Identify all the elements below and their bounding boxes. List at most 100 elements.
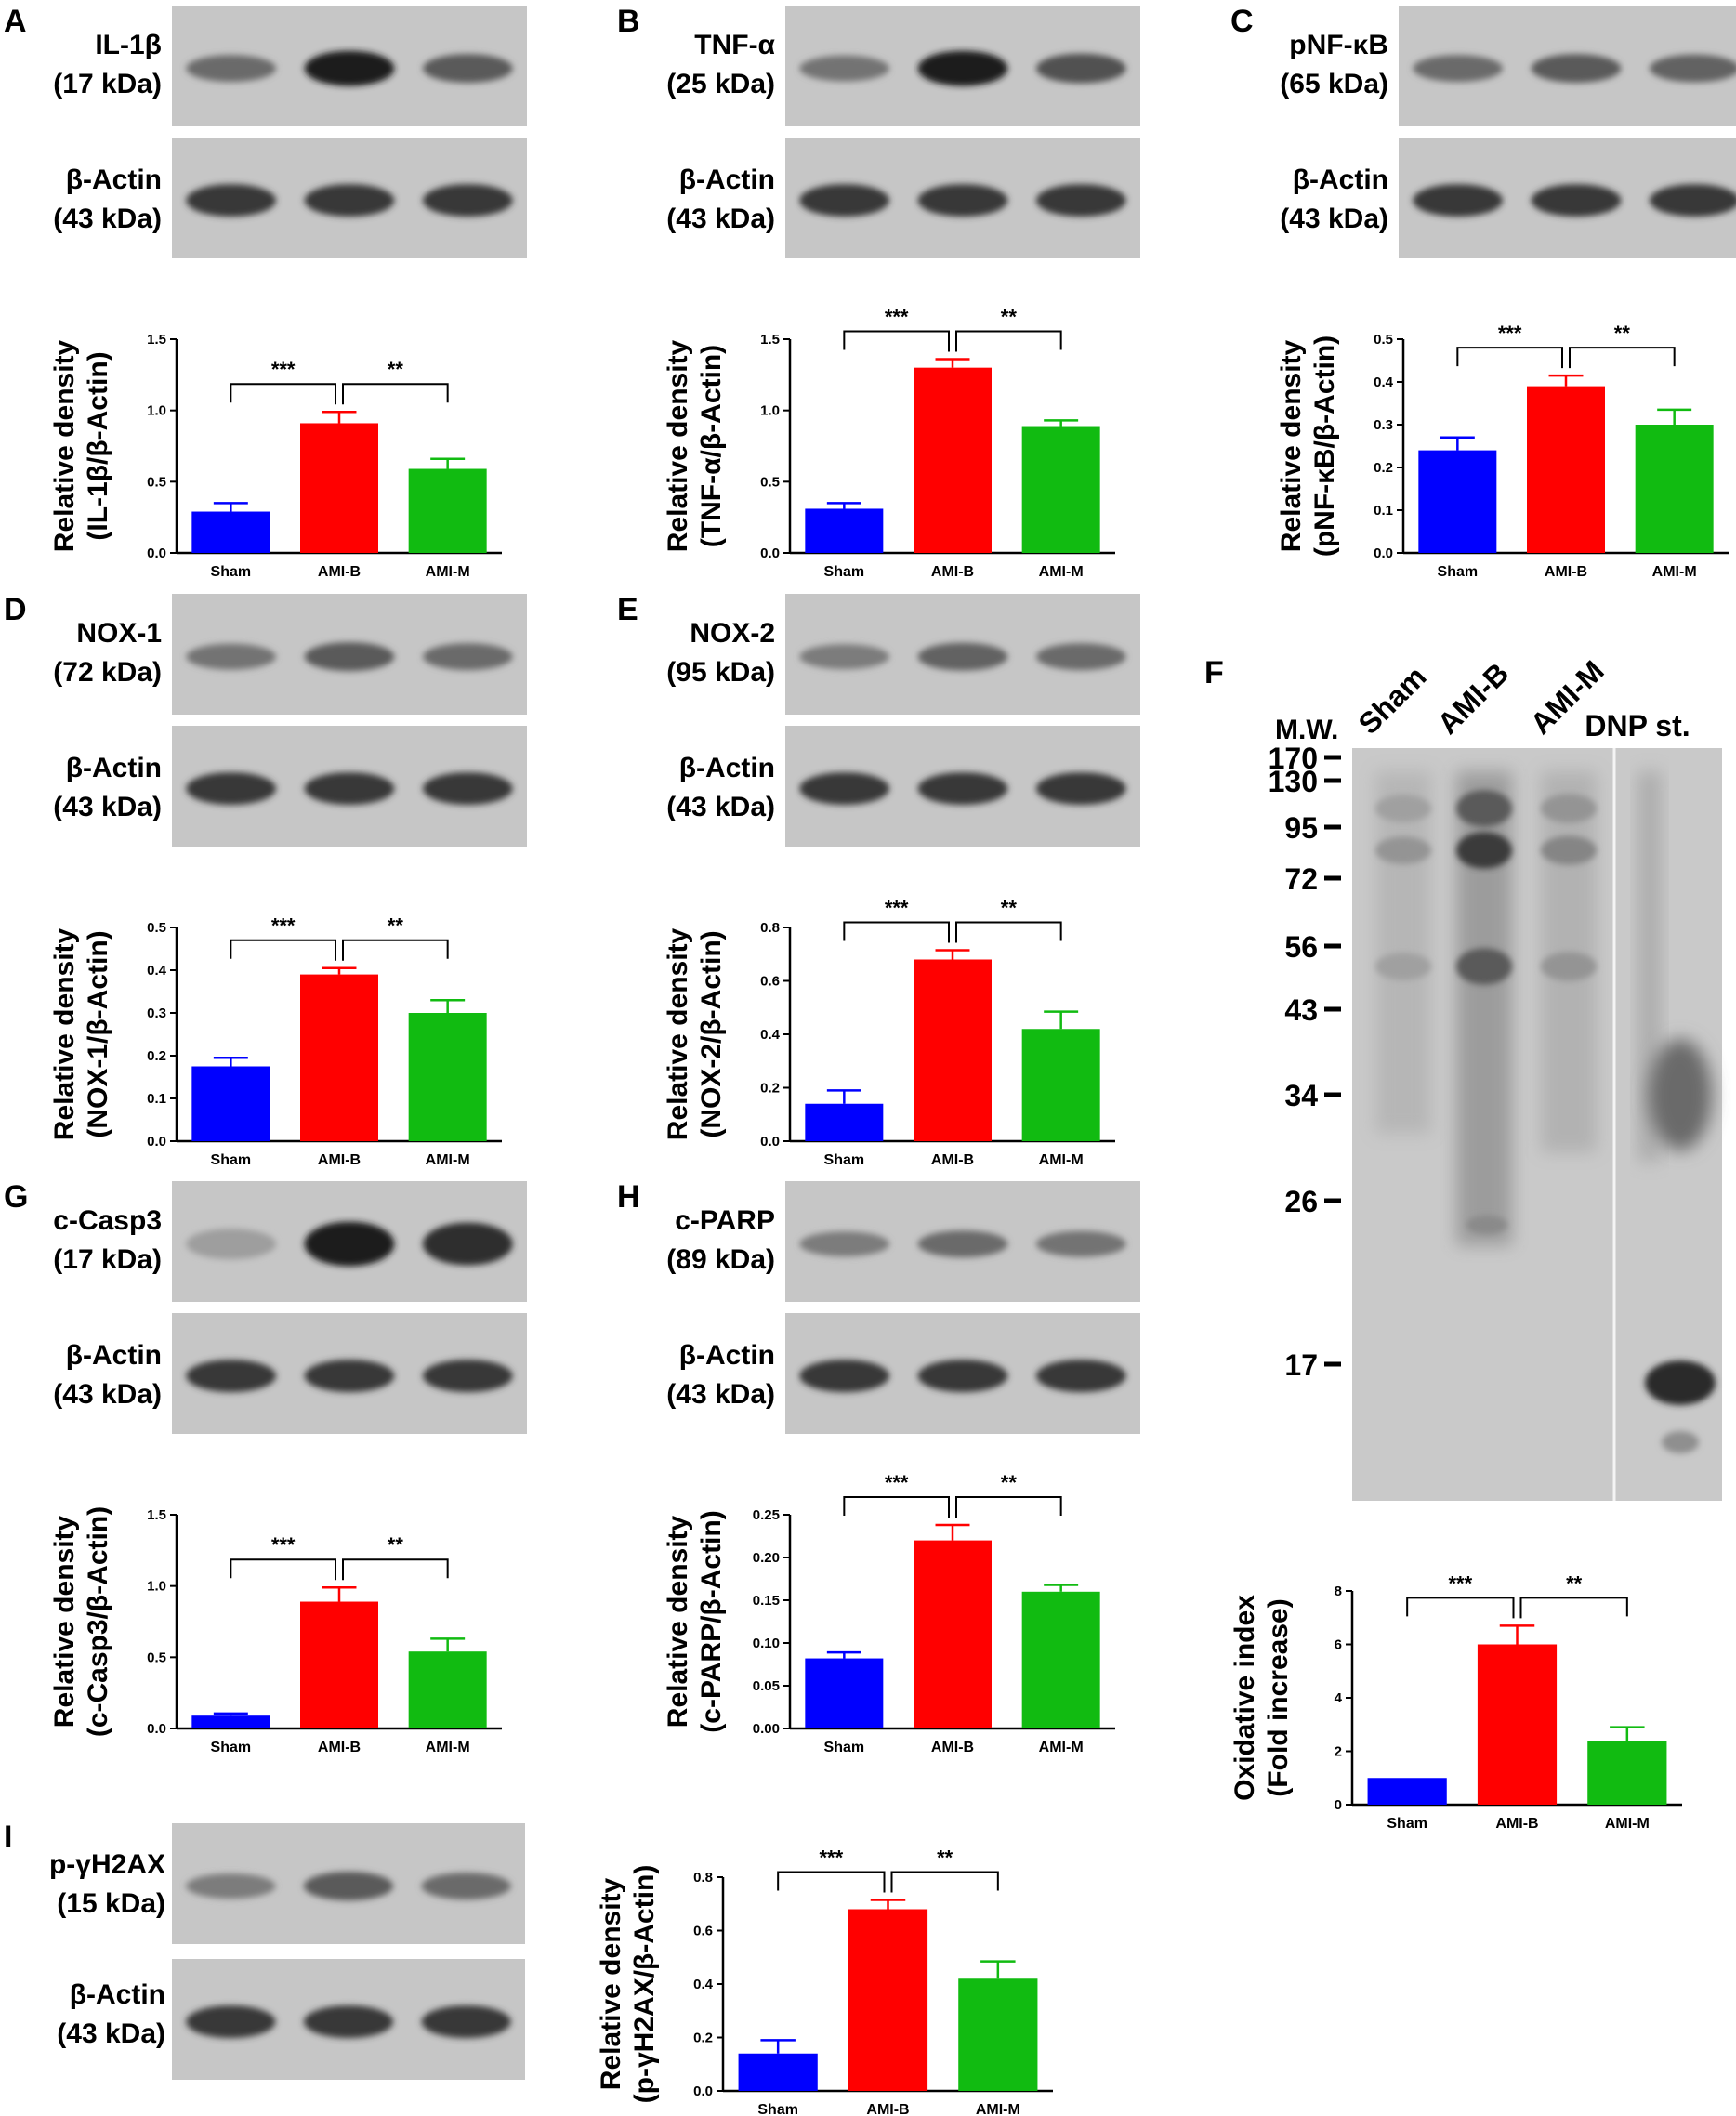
y-tick-label: 0.4: [1374, 375, 1394, 390]
y-tick-label: 0.20: [753, 1550, 780, 1566]
bar-ami-m: [1635, 425, 1714, 553]
y-tick-label: 1.0: [147, 403, 166, 419]
bar-ami-b: [914, 1540, 992, 1728]
lane-label: AMI-B: [1430, 656, 1515, 741]
significance-label: **: [388, 358, 404, 381]
y-tick-label: 1.0: [147, 1579, 166, 1595]
y-tick-label: 0.3: [1374, 417, 1393, 433]
x-tick-label-ami-m: AMI-M: [1652, 564, 1697, 580]
x-tick-label-sham: Sham: [824, 1740, 865, 1755]
significance-label: ***: [1448, 1571, 1472, 1595]
y-tick-label: 0.0: [147, 545, 166, 561]
blot-label: NOX-2: [690, 618, 775, 649]
x-tick-label-ami-m: AMI-M: [426, 1152, 470, 1168]
blot-kda-label: (72 kDa): [53, 657, 162, 688]
y-tick-label: 0.2: [693, 2031, 713, 2046]
significance-label: ***: [271, 914, 296, 938]
lane-band: [1456, 790, 1512, 827]
y-axis-label-line-2: (c-Casp3/β-Actin): [83, 1506, 113, 1737]
blot-label: TNF-α: [694, 30, 775, 60]
target-blot-band-1: [917, 642, 1008, 671]
actin-kda-label: (43 kDa): [666, 792, 775, 822]
bar-ami-b: [300, 1601, 378, 1728]
target-blot-band-2: [422, 643, 513, 671]
bar-sham: [1418, 450, 1497, 553]
actin-blot-band-2: [1649, 184, 1736, 217]
significance-label: **: [1001, 1471, 1018, 1494]
x-tick-label-ami-m: AMI-M: [426, 1740, 470, 1755]
panel-g: Gc-Casp3 (17 kDa) β-Actin (43 kDa) 0.0 0.5 1.0…: [4, 1179, 527, 1755]
significance-bracket: [843, 1496, 950, 1518]
lane-band: [1541, 794, 1597, 823]
y-tick-label: 0.0: [147, 1721, 166, 1737]
bar-ami-b: [300, 974, 378, 1141]
target-blot-band-0: [186, 1229, 277, 1260]
x-tick-label-ami-b: AMI-B: [318, 1740, 361, 1755]
y-axis-label-line-1: Relative density: [596, 1877, 626, 2090]
significance-bracket: [1406, 1597, 1515, 1619]
marker-label-43: 43: [1284, 993, 1318, 1027]
bar-ami-m: [1021, 1029, 1100, 1141]
dnp-band-17: [1645, 1360, 1716, 1405]
actin-kda-label: (43 kDa): [1280, 204, 1388, 234]
x-tick-label-ami-b: AMI-B: [318, 1152, 361, 1168]
significance-label: ***: [271, 358, 296, 381]
actin-blot-band-2: [1035, 772, 1126, 806]
bar-ami-b: [1527, 386, 1605, 553]
bar-sham: [805, 1658, 884, 1728]
y-axis-label-line-2: (pNF-κB/β-Actin): [1309, 335, 1340, 557]
actin-blot-band-1: [917, 1360, 1008, 1393]
lane-label-dnp: DNP st.: [1585, 709, 1690, 743]
y-axis-label-line-2: (p-γH2AX/β-Actin): [629, 1865, 660, 2104]
significance-label: ***: [885, 305, 909, 328]
significance-bracket: [1569, 347, 1676, 369]
x-tick-label-ami-m: AMI-M: [1039, 1740, 1084, 1755]
y-tick-label: 0.00: [753, 1721, 780, 1737]
y-tick-label: 0.0: [147, 1134, 166, 1150]
y-axis-label: Relative density (NOX-1/β-Actin): [49, 927, 113, 1140]
target-blot-band-1: [1531, 54, 1622, 84]
bar-sham: [738, 2053, 818, 2091]
x-tick-label-ami-m: AMI-M: [1605, 1816, 1650, 1832]
y-tick-label: 2: [1335, 1744, 1342, 1760]
lane-label: Sham: [1351, 660, 1432, 741]
bar-ami-b: [914, 367, 992, 553]
actin-blot-band-0: [186, 1360, 277, 1393]
x-tick-label-sham: Sham: [1387, 1816, 1427, 1832]
significance-bracket: [230, 383, 336, 405]
panel-letter: E: [617, 592, 638, 627]
bar-ami-m: [1021, 426, 1100, 553]
y-tick-label: 0.5: [147, 920, 166, 936]
target-blot-band-1: [304, 1221, 395, 1267]
y-tick-label: 1.5: [147, 1507, 166, 1523]
marker-label-95: 95: [1284, 811, 1318, 845]
actin-blot-band-2: [422, 1360, 513, 1393]
panel-letter: I: [4, 1820, 12, 1855]
dnp-band-low: [1662, 1431, 1699, 1453]
actin-kda-label: (43 kDa): [53, 204, 162, 234]
y-axis-label-line-2: (c-PARP/β-Actin): [696, 1510, 727, 1732]
y-tick-label: 0.2: [760, 1081, 780, 1097]
blot-kda-label: (17 kDa): [53, 69, 162, 99]
target-blot-band-1: [917, 50, 1008, 86]
actin-blot-band-1: [303, 2005, 394, 2039]
lane-band: [1466, 1216, 1507, 1234]
significance-label: **: [1001, 305, 1018, 328]
target-blot-band-0: [1413, 55, 1504, 83]
bar-sham: [191, 511, 270, 553]
y-tick-label: 0.25: [753, 1507, 780, 1523]
actin-blot-band-0: [186, 2005, 276, 2039]
y-tick-label: 0.0: [693, 2083, 713, 2099]
blot-label: pNF-κB: [1289, 30, 1388, 60]
y-axis-label: Relative density (c-Casp3/β-Actin): [49, 1506, 113, 1737]
significance-label: ***: [1498, 322, 1522, 345]
blot-kda-label: (65 kDa): [1280, 69, 1388, 99]
mw-header: M.W.: [1275, 715, 1338, 745]
x-tick-label-sham: Sham: [211, 1740, 252, 1755]
x-tick-label-sham: Sham: [824, 1152, 865, 1168]
target-blot-band-0: [186, 55, 277, 83]
target-blot-band-1: [304, 50, 395, 86]
y-tick-label: 0.5: [760, 474, 780, 490]
actin-kda-label: (43 kDa): [57, 2018, 165, 2049]
